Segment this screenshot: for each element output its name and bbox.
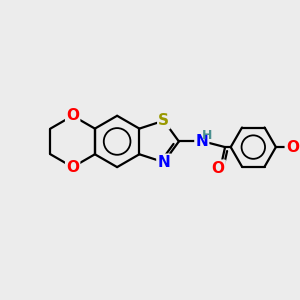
Text: O: O [66,108,79,123]
Text: O: O [212,160,225,175]
Text: N: N [195,134,208,149]
Text: S: S [158,113,169,128]
Text: N: N [158,155,170,170]
Text: H: H [202,129,212,142]
Text: O: O [286,140,299,154]
Text: O: O [66,160,79,175]
